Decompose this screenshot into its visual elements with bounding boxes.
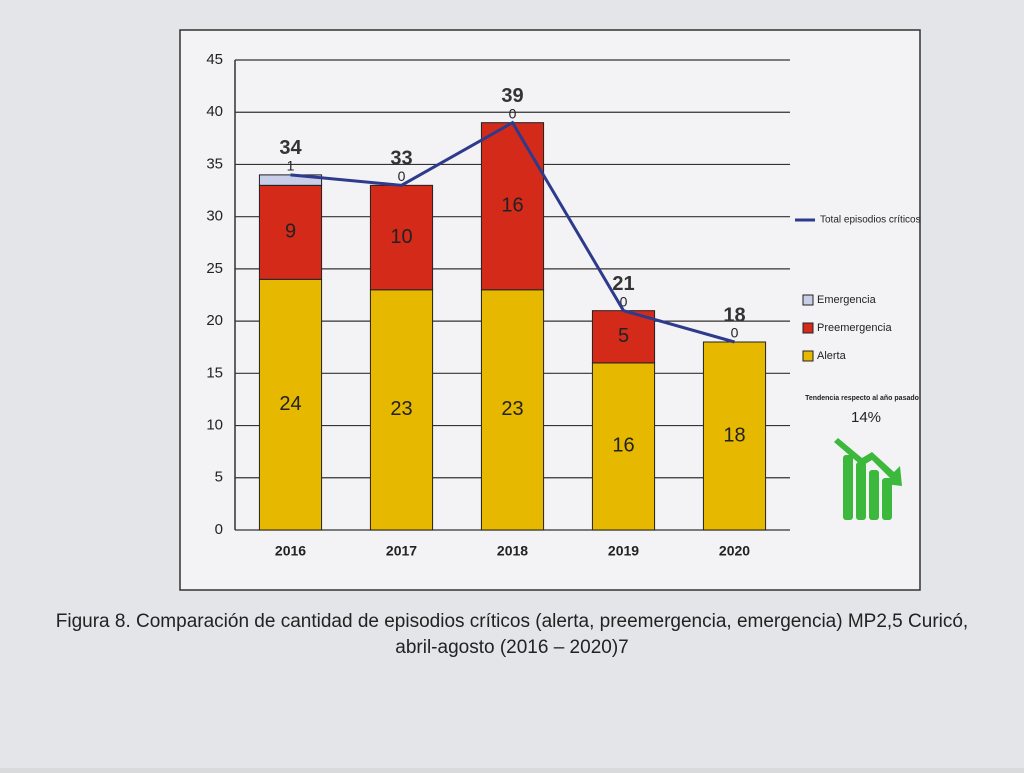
y-tick-label: 20 [206, 312, 223, 329]
y-tick-label: 30 [206, 208, 223, 225]
value-label: 16 [501, 195, 523, 217]
y-tick-label: 10 [206, 417, 223, 434]
legend-label: Emergencia [817, 294, 877, 306]
value-label: 23 [501, 398, 523, 420]
y-tick-label: 45 [206, 51, 223, 68]
y-tick-label: 5 [215, 469, 223, 486]
value-label: 16 [612, 435, 634, 457]
legend-swatch [802, 350, 814, 362]
y-tick-label: 25 [206, 260, 223, 277]
x-tick-label: 2018 [497, 543, 528, 559]
legend-label: Alerta [817, 350, 847, 362]
legend-label: Total episodios críticos [820, 215, 921, 226]
legend-swatch [802, 294, 814, 306]
caption: Figura 8. Comparación de cantidad de epi… [56, 611, 968, 632]
x-tick-label: 2016 [275, 543, 306, 559]
line-value-label: 39 [501, 85, 523, 107]
caption: abril-agosto (2016 – 2020)7 [395, 637, 628, 658]
value-label: 0 [509, 105, 517, 121]
bar-segment [258, 278, 323, 531]
trend-icon [834, 438, 902, 520]
value-label: 5 [618, 325, 629, 347]
value-label: 0 [620, 293, 628, 309]
value-label: 24 [279, 393, 301, 415]
value-label: 0 [398, 168, 406, 184]
bar-segment [591, 362, 656, 531]
legend-swatch [802, 322, 814, 334]
y-tick-label: 40 [206, 103, 223, 120]
bar-segment [369, 184, 434, 291]
bar-segment [369, 289, 434, 531]
bar-segment [480, 289, 545, 531]
value-label: 23 [390, 398, 412, 420]
y-tick-label: 35 [206, 155, 223, 172]
y-tick-label: 15 [206, 364, 223, 381]
value-label: 0 [731, 325, 739, 341]
x-tick-label: 2019 [608, 543, 639, 559]
x-tick-label: 2017 [386, 543, 417, 559]
value-label: 9 [285, 221, 296, 243]
bar-segment [258, 184, 323, 280]
line-value-label: 34 [279, 137, 302, 159]
trend-value: 14% [851, 409, 881, 426]
annotation: Tendencia respecto al año pasado [805, 395, 919, 402]
total-line [290, 120, 735, 344]
bar-segment [480, 122, 545, 291]
value-label: 10 [390, 226, 412, 248]
bar-segment [591, 310, 656, 364]
value-label: 1 [287, 158, 295, 174]
line-value-label: 18 [723, 304, 745, 326]
legend-label: Preemergencia [817, 322, 892, 334]
x-tick-label: 2020 [719, 543, 750, 559]
line-value-label: 21 [612, 273, 634, 295]
bar-segment [702, 341, 767, 531]
line-value-label: 33 [390, 148, 412, 170]
y-tick-label: 0 [215, 521, 223, 538]
value-label: 18 [723, 424, 745, 446]
